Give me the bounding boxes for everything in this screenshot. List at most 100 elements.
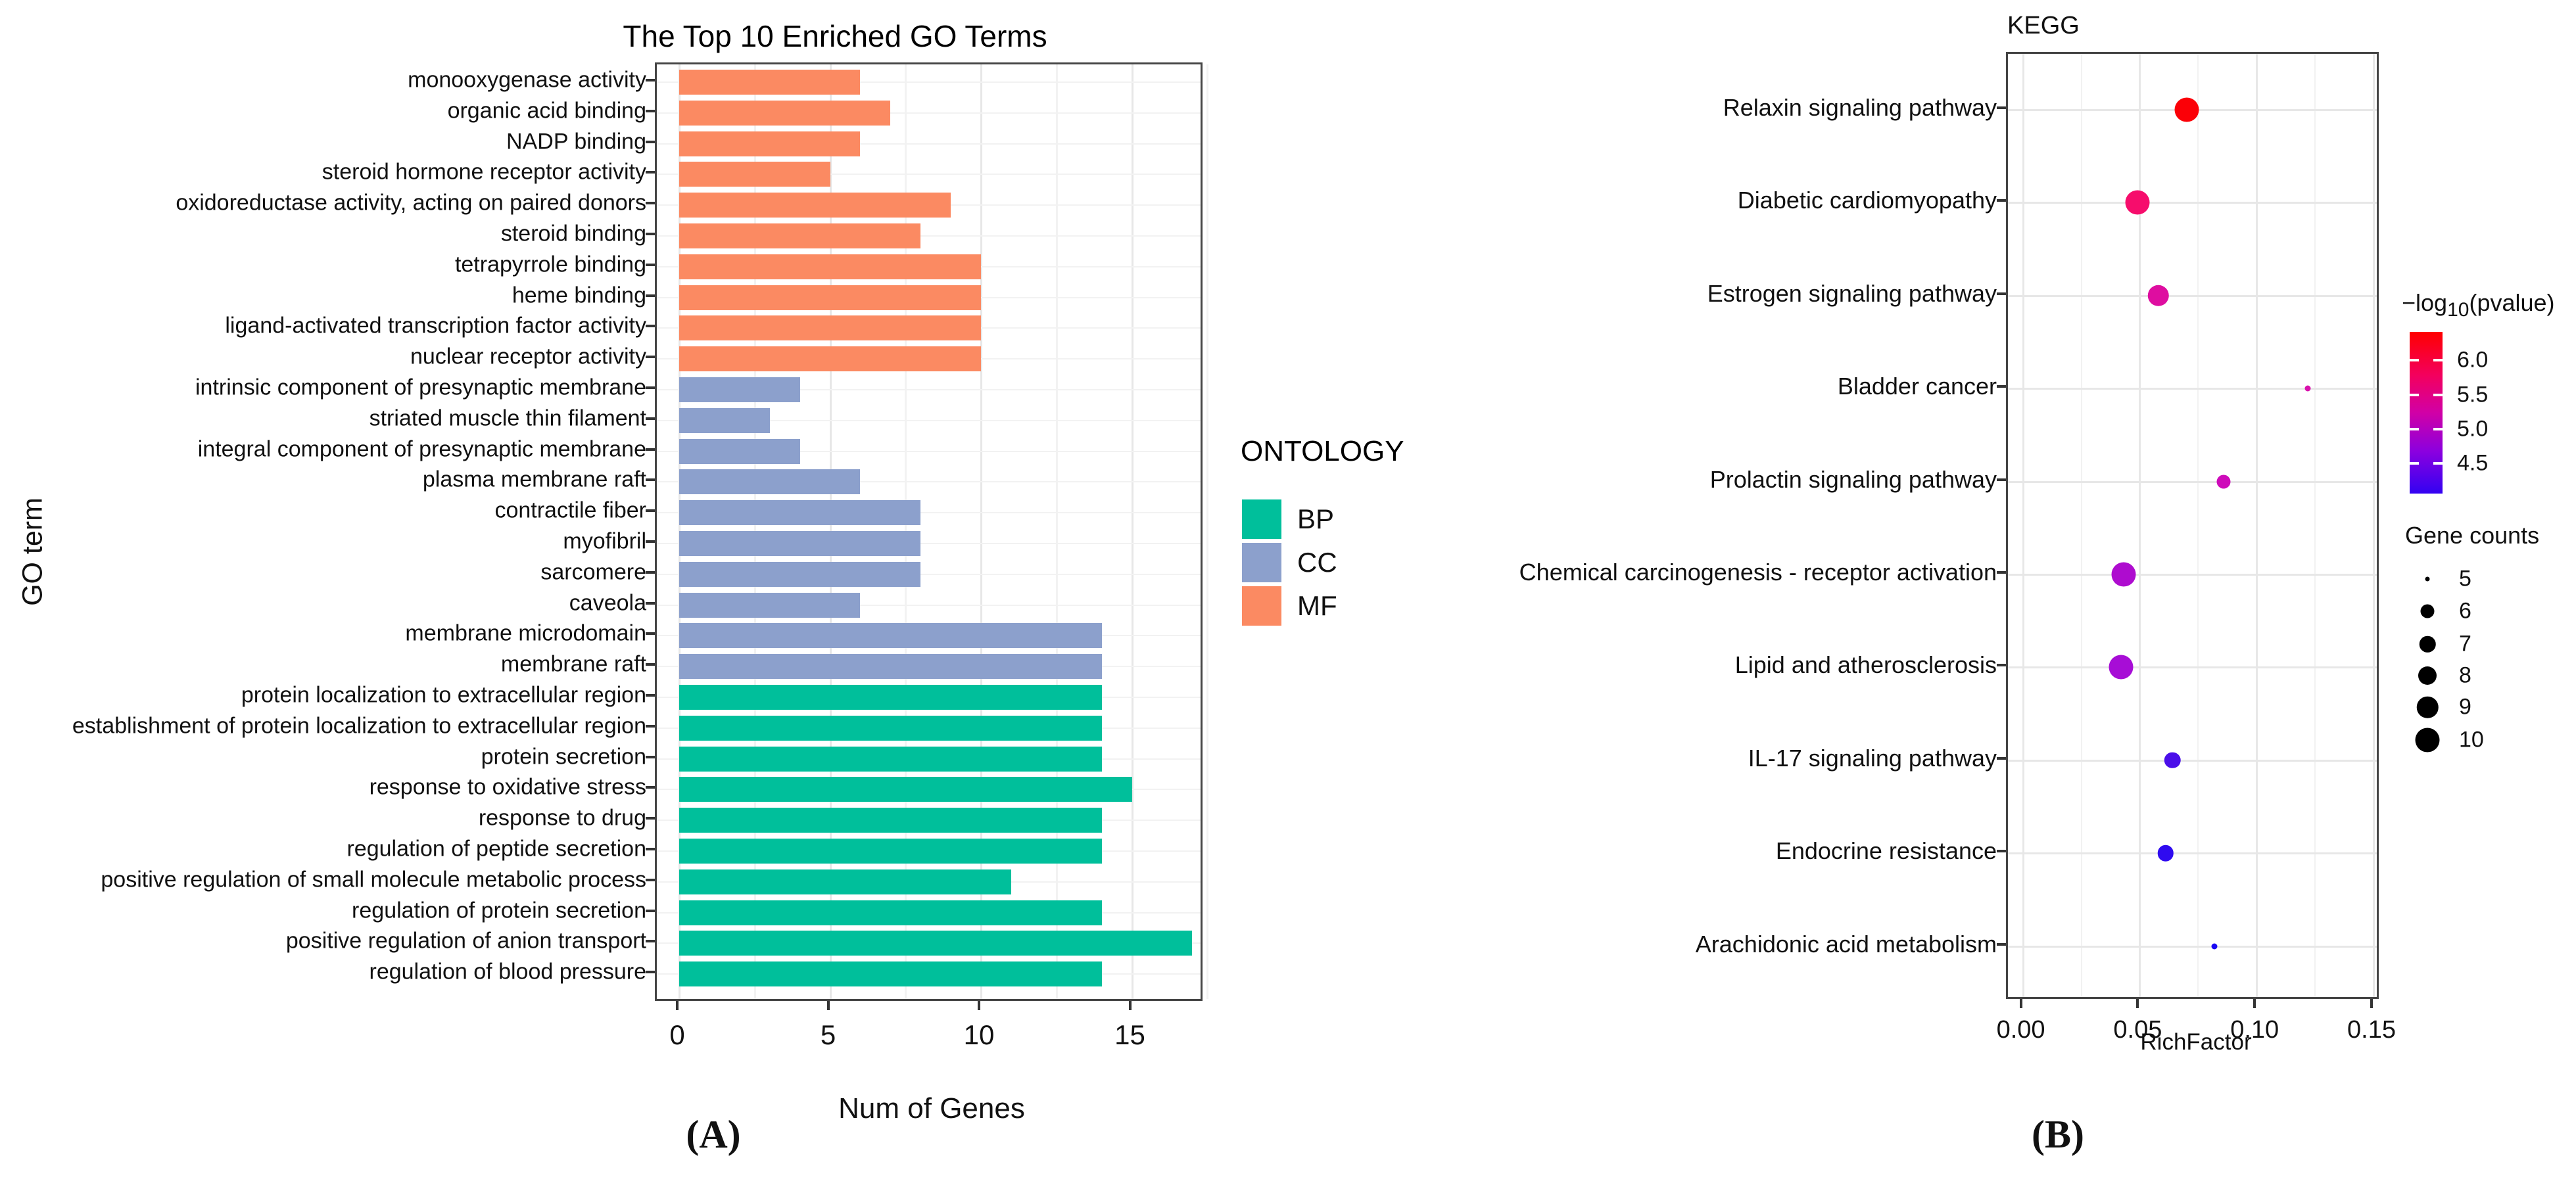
panel-a-plot-area: [655, 62, 1209, 1001]
pathway-label: Lipid and atherosclerosis: [1734, 651, 1997, 679]
grid-row-line: [657, 604, 1201, 606]
pathway-dot: [2304, 385, 2311, 392]
go-term-label: protein localization to extracellular re…: [241, 682, 646, 708]
y-tick-mark: [646, 724, 655, 728]
go-term-label: ligand-activated transcription factor ac…: [225, 313, 646, 338]
grid-row-line: [2008, 852, 2377, 855]
y-tick-mark: [1997, 664, 2006, 667]
y-tick-mark: [1997, 850, 2006, 853]
go-term-label: myofibril: [563, 528, 646, 554]
pathway-dot: [2174, 97, 2199, 122]
go-term-bar: [679, 285, 981, 310]
colorbar-notch: [2433, 428, 2443, 430]
pathway-dot: [2164, 752, 2181, 769]
grid-row-line: [657, 573, 1201, 575]
y-tick-mark: [1997, 942, 2006, 946]
colorbar-notch: [2433, 394, 2443, 396]
grid-major-line: [2373, 54, 2375, 997]
go-term-label: plasma membrane raft: [422, 467, 646, 492]
x-tick-label: 15: [1114, 1019, 1145, 1050]
y-tick-mark: [646, 356, 655, 359]
y-tick-mark: [646, 509, 655, 513]
grid-row-line: [2008, 574, 2377, 576]
grid-row-line: [657, 481, 1201, 483]
go-term-bar: [679, 808, 1102, 833]
y-tick-mark: [646, 171, 655, 174]
colorbar-notch: [2410, 359, 2419, 361]
x-tick-mark: [2019, 999, 2022, 1008]
grid-row-line: [2008, 759, 2377, 762]
go-term-label: NADP binding: [506, 129, 646, 154]
pvalue-tick-label: 4.5: [2457, 450, 2489, 476]
colorbar-notch: [2433, 359, 2443, 361]
go-term-label: membrane raft: [500, 651, 646, 677]
grid-minor-line: [2080, 54, 2082, 997]
panel-a-caption: (A): [686, 1113, 741, 1156]
y-tick-mark: [646, 817, 655, 820]
ontology-swatch-bp: [1242, 499, 1281, 539]
go-term-bar: [679, 70, 861, 95]
go-term-label: regulation of blood pressure: [369, 959, 647, 984]
colorbar-notch: [2410, 428, 2419, 430]
grid-row-line: [2008, 945, 2377, 948]
go-term-label: striated muscle thin filament: [369, 405, 646, 431]
panel-a-y-axis-title: GO term: [16, 498, 49, 606]
y-tick-mark: [646, 694, 655, 697]
go-term-label: positive regulation of anion transport: [285, 928, 646, 954]
pathway-label: Prolactin signaling pathway: [1709, 465, 1997, 493]
x-tick-mark: [2136, 999, 2139, 1008]
panel-b-title: KEGG: [2007, 12, 2080, 39]
ontology-label-bp: BP: [1297, 503, 1335, 534]
y-tick-mark: [646, 971, 655, 974]
gene-count-label-8: 8: [2459, 662, 2471, 688]
y-tick-mark: [646, 940, 655, 943]
y-tick-mark: [646, 325, 655, 328]
go-term-bar: [679, 223, 921, 248]
grid-row-line: [2008, 388, 2377, 390]
y-tick-mark: [646, 109, 655, 112]
grid-row-line: [657, 112, 1201, 114]
panel-b-plot-area: [2006, 52, 2379, 999]
go-term-bar: [679, 100, 891, 126]
go-term-label: regulation of protein secretion: [352, 898, 646, 923]
pathway-label: Chemical carcinogenesis - receptor activ…: [1519, 559, 1997, 586]
y-tick-mark: [646, 294, 655, 297]
grid-major-line: [2256, 54, 2258, 997]
pathway-dot: [2211, 943, 2218, 950]
y-tick-mark: [1997, 571, 2006, 574]
y-tick-mark: [1997, 756, 2006, 760]
go-term-bar: [679, 162, 830, 187]
pvalue-legend-title: −log10(pvalue): [2402, 289, 2555, 321]
go-term-label: oxidoreductase activity, acting on paire…: [176, 190, 646, 216]
y-tick-mark: [646, 878, 655, 881]
go-term-bar: [679, 900, 1102, 925]
gene-count-label-9: 9: [2459, 694, 2471, 720]
colorbar-notch: [2433, 462, 2443, 465]
y-tick-mark: [646, 848, 655, 850]
gene-count-dot-6: [2420, 604, 2435, 618]
pvalue-gradient-bar: [2410, 332, 2443, 494]
y-tick-mark: [646, 386, 655, 389]
go-term-bar: [679, 500, 921, 526]
y-tick-mark: [1997, 292, 2006, 295]
gene-counts-legend-title: Gene counts: [2405, 522, 2540, 549]
y-tick-mark: [1997, 199, 2006, 202]
y-tick-mark: [1997, 478, 2006, 481]
go-term-bar: [679, 685, 1102, 710]
go-term-bar: [679, 131, 861, 156]
grid-row-line: [657, 512, 1201, 514]
pathway-label: Relaxin signaling pathway: [1723, 94, 1997, 121]
go-term-label: steroid hormone receptor activity: [322, 159, 646, 185]
go-term-label: positive regulation of small molecule me…: [101, 867, 646, 892]
grid-major-line: [2022, 54, 2024, 997]
ontology-swatch-cc: [1242, 543, 1281, 582]
x-tick-mark: [2253, 999, 2256, 1008]
go-term-bar: [679, 346, 981, 372]
go-term-label: integral component of presynaptic membra…: [197, 436, 646, 462]
go-term-label: response to oxidative stress: [369, 774, 646, 800]
go-term-bar: [679, 531, 921, 556]
x-tick-label: 5: [820, 1019, 836, 1050]
x-tick-label: 0.05: [2113, 1016, 2162, 1044]
grid-row-line: [657, 235, 1201, 237]
go-term-label: regulation of peptide secretion: [346, 836, 646, 862]
